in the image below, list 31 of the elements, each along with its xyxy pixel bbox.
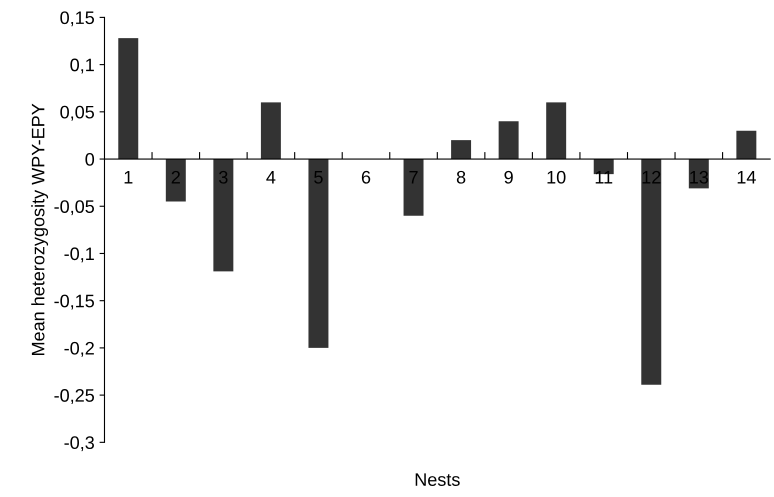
y-tick-label: -0,05 <box>54 200 94 216</box>
x-tick-label: 11 <box>596 171 612 184</box>
y-tick-label: 0,05 <box>60 106 94 121</box>
y-tick-label: -0,2 <box>64 342 94 357</box>
bar <box>404 159 424 216</box>
y-tick-label: -0,25 <box>54 389 94 404</box>
bar <box>166 159 186 202</box>
y-tick-label: 0 <box>85 152 94 166</box>
y-tick-label: -0,3 <box>64 436 94 452</box>
y-tick-label: 0,1 <box>70 58 94 74</box>
y-tick-label: -0,15 <box>54 294 94 310</box>
bar <box>118 38 138 160</box>
y-tick-label: -0,1 <box>64 247 94 262</box>
bar <box>641 159 662 385</box>
bar <box>308 159 328 348</box>
y-axis-title: Mean heterozygosity WPY-EPY <box>31 104 48 355</box>
bar <box>451 140 472 160</box>
x-tick-label: 10 <box>548 170 566 184</box>
x-tick-label: 14 <box>738 171 756 184</box>
x-axis-title: Nests <box>416 473 460 486</box>
x-tick-label: 1 <box>124 171 132 184</box>
bar <box>736 130 756 160</box>
y-tick-label: 0,15 <box>60 11 94 26</box>
x-tick-label: 4 <box>266 171 276 184</box>
x-tick-label: 6 <box>362 170 370 184</box>
bar <box>546 102 566 160</box>
bar <box>498 121 519 160</box>
bar <box>260 102 281 160</box>
x-tick-label: 9 <box>504 170 513 184</box>
x-tick-label: 8 <box>456 170 466 184</box>
bar <box>213 159 234 272</box>
